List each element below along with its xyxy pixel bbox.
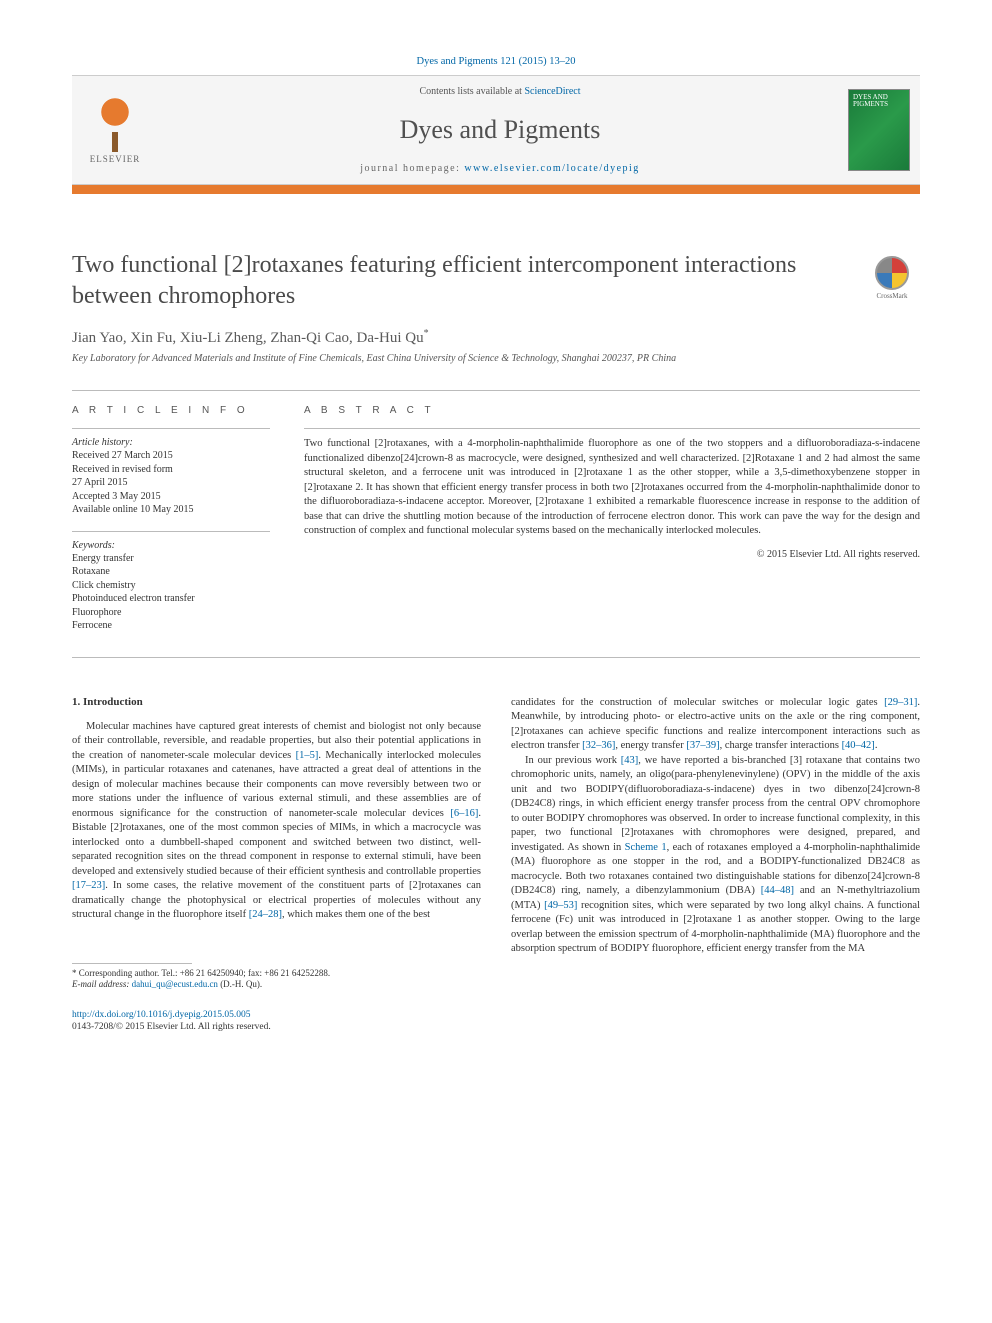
body-text-run: In our previous work bbox=[525, 755, 621, 766]
reference-link[interactable]: [24–28] bbox=[249, 909, 282, 920]
homepage-link[interactable]: www.elsevier.com/locate/dyepig bbox=[464, 163, 639, 174]
citation-bar: Dyes and Pigments 121 (2015) 13–20 bbox=[72, 56, 920, 67]
reference-link[interactable]: [37–39] bbox=[686, 740, 719, 751]
body-text-run: , charge transfer interactions bbox=[720, 740, 842, 751]
body-paragraph: In our previous work [43], we have repor… bbox=[511, 754, 920, 957]
cover-title: DYES AND PIGMENTS bbox=[853, 94, 909, 108]
abstract-text: Two functional [2]rotaxanes, with a 4-mo… bbox=[304, 437, 920, 538]
body-paragraph: candidates for the construction of molec… bbox=[511, 696, 920, 754]
history-line: Received 27 March 2015 bbox=[72, 449, 270, 463]
email-footnote: E-mail address: dahui_qu@ecust.edu.cn (D… bbox=[72, 979, 481, 991]
reference-link[interactable]: [43] bbox=[621, 755, 639, 766]
history-line: Accepted 3 May 2015 bbox=[72, 490, 270, 504]
sciencedirect-link[interactable]: ScienceDirect bbox=[524, 86, 580, 97]
history-label: Article history: bbox=[72, 437, 270, 448]
history-line: 27 April 2015 bbox=[72, 476, 270, 490]
authors-names: Jian Yao, Xin Fu, Xiu-Li Zheng, Zhan-Qi … bbox=[72, 330, 424, 346]
authors-line: Jian Yao, Xin Fu, Xiu-Li Zheng, Zhan-Qi … bbox=[72, 328, 920, 347]
crossmark-icon bbox=[875, 256, 909, 290]
article-info-column: A R T I C L E I N F O Article history: R… bbox=[72, 405, 270, 639]
body-text-run: candidates for the construction of molec… bbox=[511, 697, 884, 708]
crossmark-label: CrossMark bbox=[876, 292, 907, 300]
bottom-divider bbox=[72, 657, 920, 658]
reference-link[interactable]: [1–5] bbox=[296, 750, 319, 761]
footnote-separator bbox=[72, 963, 192, 964]
body-column-left: 1. Introduction Molecular machines have … bbox=[72, 696, 481, 991]
abstract-copyright: © 2015 Elsevier Ltd. All rights reserved… bbox=[304, 549, 920, 560]
elsevier-label: ELSEVIER bbox=[90, 154, 141, 164]
body-text-run: , we have reported a bis-branched [3] ro… bbox=[511, 755, 920, 853]
corresponding-author-footnote: * Corresponding author. Tel.: +86 21 642… bbox=[72, 968, 481, 980]
corresponding-marker: * bbox=[424, 328, 429, 339]
orange-divider-bar bbox=[72, 185, 920, 194]
keyword: Energy transfer bbox=[72, 552, 270, 566]
reference-link[interactable]: [29–31] bbox=[884, 697, 917, 708]
email-suffix: (D.-H. Qu). bbox=[218, 979, 262, 989]
homepage-prefix: journal homepage: bbox=[360, 163, 464, 174]
article-info-heading: A R T I C L E I N F O bbox=[72, 405, 270, 416]
reference-link[interactable]: [40–42] bbox=[842, 740, 875, 751]
keyword: Fluorophore bbox=[72, 606, 270, 620]
body-paragraph: Molecular machines have captured great i… bbox=[72, 720, 481, 923]
doi-link[interactable]: http://dx.doi.org/10.1016/j.dyepig.2015.… bbox=[72, 1010, 250, 1020]
reference-link[interactable]: [6–16] bbox=[450, 808, 478, 819]
doi-block: http://dx.doi.org/10.1016/j.dyepig.2015.… bbox=[72, 1009, 920, 1034]
elsevier-logo: ELSEVIER bbox=[80, 90, 150, 170]
abstract-heading: A B S T R A C T bbox=[304, 405, 920, 416]
abstract-divider bbox=[304, 428, 920, 429]
journal-header: ELSEVIER Contents lists available at Sci… bbox=[72, 75, 920, 185]
abstract-column: A B S T R A C T Two functional [2]rotaxa… bbox=[304, 405, 920, 639]
history-line: Received in revised form bbox=[72, 463, 270, 477]
journal-cover-thumbnail: DYES AND PIGMENTS bbox=[848, 89, 910, 171]
homepage-line: journal homepage: www.elsevier.com/locat… bbox=[162, 163, 838, 174]
body-text-run: , which makes them one of the best bbox=[282, 909, 430, 920]
email-label: E-mail address: bbox=[72, 979, 132, 989]
body-text-run: . bbox=[875, 740, 878, 751]
reference-link[interactable]: [49–53] bbox=[544, 900, 577, 911]
issn-copyright: 0143-7208/© 2015 Elsevier Ltd. All right… bbox=[72, 1022, 271, 1032]
section-1-heading: 1. Introduction bbox=[72, 696, 481, 708]
crossmark-badge[interactable]: CrossMark bbox=[864, 250, 920, 306]
contents-prefix: Contents lists available at bbox=[419, 86, 524, 97]
journal-name: Dyes and Pigments bbox=[162, 115, 838, 145]
body-two-column: 1. Introduction Molecular machines have … bbox=[72, 696, 920, 991]
contents-line: Contents lists available at ScienceDirec… bbox=[162, 86, 838, 97]
keyword: Rotaxane bbox=[72, 565, 270, 579]
reference-link[interactable]: Scheme 1 bbox=[625, 842, 667, 853]
keyword: Click chemistry bbox=[72, 579, 270, 593]
info-divider-2 bbox=[72, 531, 270, 532]
email-link[interactable]: dahui_qu@ecust.edu.cn bbox=[132, 979, 218, 989]
keyword: Photoinduced electron transfer bbox=[72, 592, 270, 606]
reference-link[interactable]: [44–48] bbox=[761, 885, 794, 896]
body-text-run: , energy transfer bbox=[615, 740, 686, 751]
history-line: Available online 10 May 2015 bbox=[72, 503, 270, 517]
info-divider-1 bbox=[72, 428, 270, 429]
reference-link[interactable]: [17–23] bbox=[72, 880, 105, 891]
elsevier-tree-icon bbox=[91, 96, 139, 152]
affiliation: Key Laboratory for Advanced Materials an… bbox=[72, 353, 920, 364]
reference-link[interactable]: [32–36] bbox=[582, 740, 615, 751]
keyword: Ferrocene bbox=[72, 619, 270, 633]
keywords-label: Keywords: bbox=[72, 540, 270, 551]
article-title: Two functional [2]rotaxanes featuring ef… bbox=[72, 250, 844, 312]
body-column-right: candidates for the construction of molec… bbox=[511, 696, 920, 991]
